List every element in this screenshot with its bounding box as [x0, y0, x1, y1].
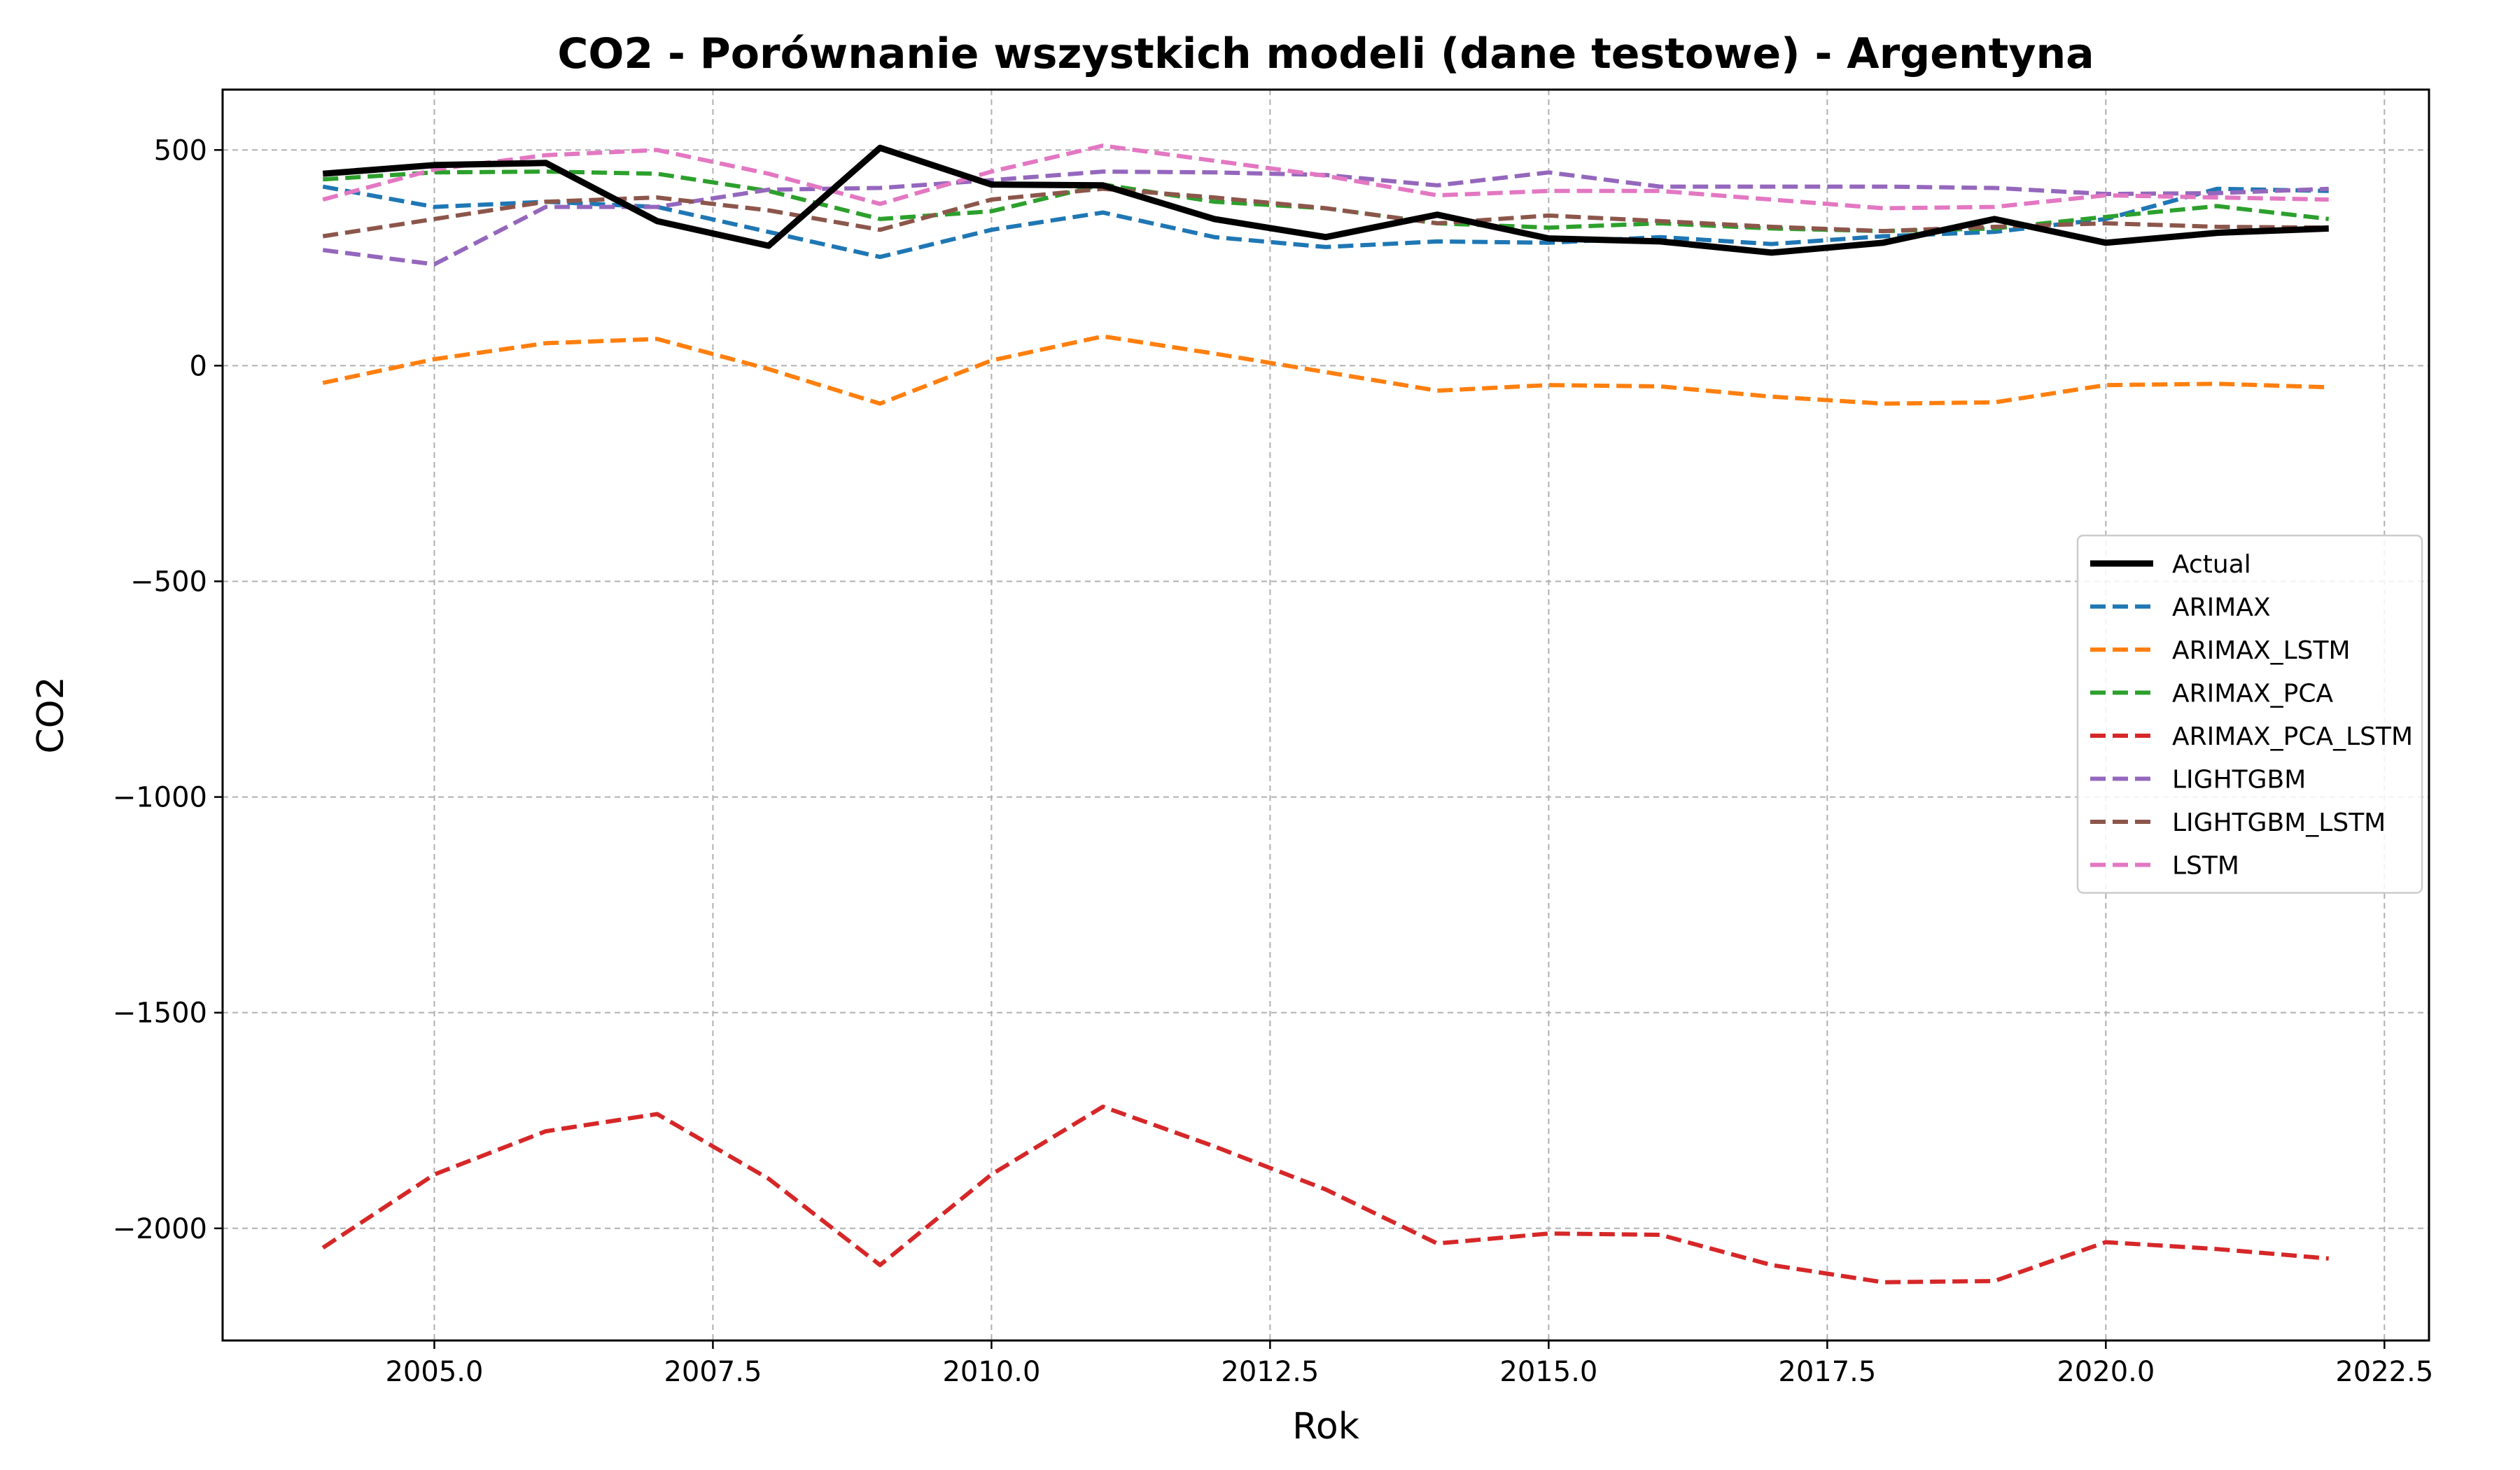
legend-label: ARIMAX_PCA_LSTM	[2172, 722, 2413, 751]
legend-label: ARIMAX_LSTM	[2172, 636, 2351, 665]
y-tick-label: −2000	[113, 1213, 207, 1245]
x-tick-label: 2007.5	[664, 1356, 762, 1388]
series-line-lstm	[322, 144, 2329, 211]
chart-title: CO2 - Porównanie wszystkich modeli (dane…	[557, 29, 2094, 78]
legend-label: ARIMAX_PCA	[2172, 680, 2333, 708]
axis-ticks: 2005.0 2007.5 2010.0 2012.5 2015.0 2017.5 2020…	[113, 134, 2434, 1388]
series-line-lightgbm-lstm	[322, 186, 2329, 239]
series-lines	[321, 144, 2330, 1284]
x-tick-label: 2020.0	[2057, 1356, 2155, 1388]
y-axis-label: CO2	[30, 676, 72, 753]
y-tick-label: −500	[130, 566, 207, 598]
series-line-arimax-pca-lstm	[321, 1105, 2329, 1284]
legend-label: LSTM	[2172, 852, 2239, 881]
y-tick-label: −1000	[113, 782, 207, 814]
y-tick-label: 500	[154, 134, 207, 167]
x-tick-label: 2010.0	[942, 1356, 1040, 1388]
series-line-actual	[322, 144, 2329, 256]
legend-label: LIGHTGBM	[2172, 766, 2306, 794]
legend-box	[2076, 534, 2423, 894]
legend-label: LIGHTGBM_LSTM	[2172, 808, 2386, 837]
y-tick-label: 0	[190, 350, 207, 382]
x-tick-label: 2017.5	[1778, 1356, 1876, 1388]
plot-frame	[221, 88, 2430, 1342]
legend-label: ARIMAX	[2172, 594, 2271, 622]
x-tick-label: 2005.0	[385, 1356, 483, 1388]
legend: Actual ARIMAX ARIMAX_LSTM ARIMAX_PCA ARIMAX_…	[2076, 534, 2423, 894]
x-axis-label: Rok	[1292, 1406, 1359, 1448]
x-tick-label: 2022.5	[2335, 1356, 2433, 1388]
x-tick-label: 2012.5	[1221, 1356, 1319, 1388]
legend-label: Actual	[2172, 550, 2251, 579]
series-line-arimax-lstm	[322, 334, 2329, 406]
y-tick-label: −1500	[113, 997, 207, 1030]
series-line-lightgbm	[322, 169, 2329, 267]
grid	[223, 90, 2429, 1340]
x-tick-label: 2015.0	[1499, 1356, 1597, 1388]
